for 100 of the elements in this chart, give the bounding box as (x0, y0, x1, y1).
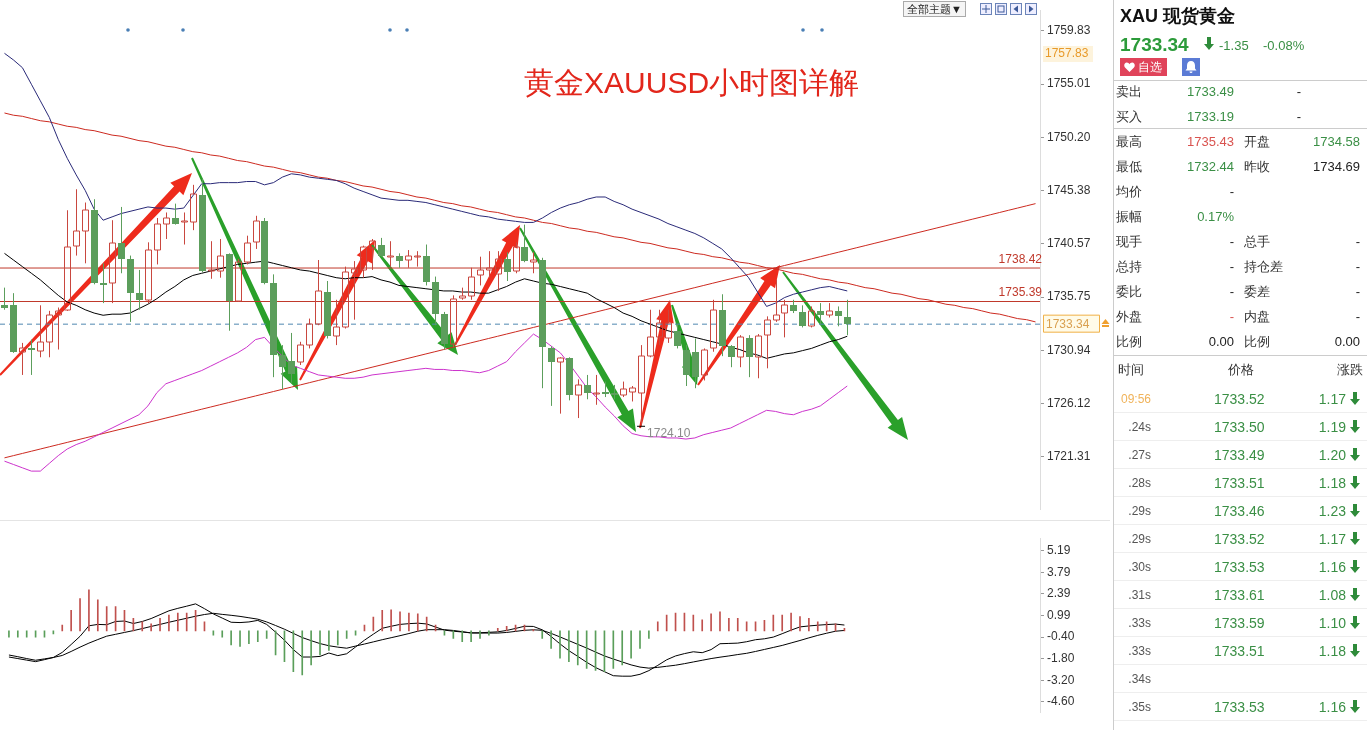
ref-line-label: 1733.34 (1046, 316, 1090, 331)
text: 1735.43 (1187, 134, 1234, 150)
text: 开盘 (1244, 134, 1270, 150)
text: 价格 (1228, 362, 1254, 378)
text: 均价 (1116, 184, 1142, 200)
text: 昨收 (1244, 159, 1270, 175)
text: 外盘 (1116, 309, 1142, 325)
text: 自选 (1138, 59, 1162, 75)
text: .30s (1128, 559, 1151, 575)
text: 1.18 (1318, 643, 1346, 659)
text: -1.35 (1219, 38, 1249, 54)
text: 总手 (1244, 234, 1270, 250)
text: - (1355, 259, 1360, 275)
text: 振幅 (1116, 209, 1142, 225)
text: .35s (1128, 699, 1151, 715)
text: 1733.61 (1214, 587, 1265, 603)
y-tick-label: -3.20 (1047, 672, 1075, 687)
y-tick-label: 2.39 (1047, 586, 1071, 601)
text: - (1229, 259, 1234, 275)
text: 1734.69 (1313, 159, 1360, 175)
text: 1.17 (1318, 531, 1346, 547)
y-tick-label: -4.60 (1047, 694, 1075, 709)
text: - (1355, 284, 1360, 300)
text: 1733.49 (1187, 84, 1234, 100)
text: 1733.51 (1214, 643, 1265, 659)
text: - (1355, 309, 1360, 325)
y-tick-label: 3.79 (1047, 564, 1071, 579)
text: 内盘 (1244, 309, 1270, 325)
text: 1733.52 (1214, 391, 1265, 407)
text: 1.08 (1318, 587, 1346, 603)
text: 0.00 (1208, 334, 1234, 350)
text: .33s (1128, 615, 1151, 631)
text: .34s (1128, 671, 1151, 687)
y-tick-label: 1740.57 (1047, 236, 1091, 251)
text: .24s (1128, 419, 1151, 435)
annotation: 全部主题▼ (903, 1, 966, 17)
text: - (1296, 109, 1302, 125)
text: 1733.53 (1214, 559, 1265, 575)
text: 买入 (1116, 109, 1142, 125)
text: 1733.59 (1214, 615, 1265, 631)
text: 1732.44 (1187, 159, 1234, 175)
text: 1733.51 (1214, 475, 1265, 491)
text: 卖出 (1116, 84, 1142, 100)
text: - (1229, 284, 1234, 300)
text: 1757.83 (1045, 46, 1089, 61)
y-tick-label: 1755.01 (1047, 76, 1091, 91)
y-tick-label: 1735.75 (1047, 289, 1091, 304)
text: 0.17% (1197, 209, 1234, 225)
text: 0.00 (1334, 334, 1360, 350)
text: 黄金XAUUSD小时图详解 (524, 66, 860, 100)
text: 比例 (1244, 334, 1270, 350)
text: 1.16 (1318, 559, 1346, 575)
text: 时间 (1118, 362, 1144, 378)
annotation: 1724.10 (647, 426, 691, 441)
text: 1.18 (1318, 475, 1346, 491)
y-tick-label: 1750.20 (1047, 129, 1091, 144)
text: 持仓差 (1244, 259, 1283, 275)
y-tick-label: 1730.94 (1047, 342, 1091, 357)
text: .33s (1128, 643, 1151, 659)
text: 1.10 (1318, 615, 1346, 631)
text: 总持 (1116, 259, 1142, 275)
y-tick-label: 1759.83 (1047, 23, 1091, 38)
text: 1.16 (1318, 699, 1346, 715)
text: - (1355, 234, 1360, 250)
text: .29s (1128, 531, 1151, 547)
text: .29s (1128, 503, 1151, 519)
text: 1733.34 (1120, 34, 1189, 55)
text: 1.20 (1318, 447, 1346, 463)
text: .31s (1128, 587, 1151, 603)
y-tick-label: 1721.31 (1047, 448, 1091, 463)
text: 1733.49 (1214, 447, 1265, 463)
text: 1733.46 (1214, 503, 1265, 519)
text: 1733.53 (1214, 699, 1265, 715)
text: 1.23 (1318, 503, 1346, 519)
text: 委比 (1116, 284, 1142, 300)
y-tick-label: 1726.12 (1047, 395, 1091, 410)
text: 比例 (1116, 334, 1142, 350)
text: XAU 现货黄金 (1120, 5, 1236, 27)
text: - (1229, 309, 1234, 325)
y-tick-label: -0.40 (1047, 629, 1075, 644)
text: 1.17 (1318, 391, 1346, 407)
ref-line-label: 1738.42 (998, 251, 1043, 266)
text: 1.19 (1318, 419, 1346, 435)
text: - (1229, 184, 1234, 200)
text: 1734.58 (1313, 134, 1360, 150)
text: 委差 (1244, 284, 1270, 300)
y-tick-label: -1.80 (1047, 651, 1075, 666)
text: .28s (1128, 475, 1151, 491)
text: 现手 (1116, 234, 1142, 250)
text: 最低 (1116, 159, 1142, 175)
ref-line-label: 1735.39 (998, 285, 1043, 300)
y-tick-label: 0.99 (1047, 607, 1071, 622)
text: .27s (1128, 447, 1151, 463)
text: 涨跌 (1337, 362, 1363, 378)
text: 1733.50 (1214, 419, 1265, 435)
text: 最高 (1116, 134, 1142, 150)
text: 09:56 (1120, 391, 1151, 407)
text: 1733.52 (1214, 531, 1265, 547)
y-tick-label: 1745.38 (1047, 182, 1091, 197)
text: -0.08% (1263, 38, 1305, 54)
